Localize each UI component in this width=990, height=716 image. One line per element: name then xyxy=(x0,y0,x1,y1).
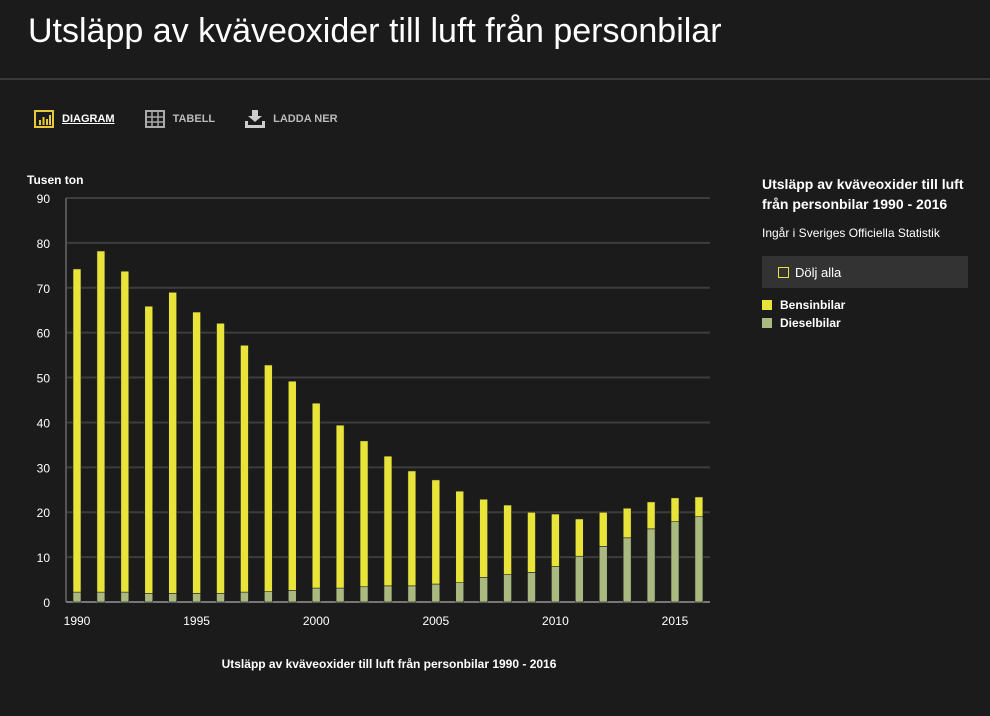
bar-dieselbilar-2009[interactable] xyxy=(527,572,536,603)
bar-chart-icon xyxy=(34,110,54,128)
bar-dieselbilar-1998[interactable] xyxy=(264,591,273,603)
sidebar-subtitle: Ingår i Sveriges Officiella Statistik xyxy=(762,226,940,240)
bar-bensinbilar-2014[interactable] xyxy=(646,501,656,530)
chart-caption: Utsläpp av kväveoxider till luft från pe… xyxy=(221,657,557,671)
bar-bensinbilar-1993[interactable] xyxy=(144,305,154,594)
tab-diagram-label: DIAGRAM xyxy=(62,113,115,125)
bar-dieselbilar-2014[interactable] xyxy=(646,528,656,603)
x-tick-label: 1995 xyxy=(183,614,210,628)
tab-diagram[interactable]: DIAGRAM xyxy=(34,110,115,128)
legend: Bensinbilar Dieselbilar xyxy=(762,298,968,330)
bar-dieselbilar-2002[interactable] xyxy=(359,586,369,603)
header-divider xyxy=(0,78,990,80)
bar-bensinbilar-2003[interactable] xyxy=(383,455,393,587)
checkbox-icon xyxy=(778,266,789,278)
bar-bensinbilar-2012[interactable] xyxy=(598,511,608,547)
legend-label: Bensinbilar xyxy=(780,298,846,312)
y-tick-label: 10 xyxy=(37,551,51,565)
bar-dieselbilar-2003[interactable] xyxy=(383,585,393,603)
bar-dieselbilar-2008[interactable] xyxy=(503,574,512,603)
y-tick-label: 30 xyxy=(37,461,51,475)
bar-bensinbilar-2002[interactable] xyxy=(359,440,369,588)
legend-item-dieselbilar[interactable]: Dieselbilar xyxy=(762,316,968,330)
bar-dieselbilar-2005[interactable] xyxy=(431,583,441,603)
bar-dieselbilar-1999[interactable] xyxy=(287,590,297,603)
legend-item-bensinbilar[interactable]: Bensinbilar xyxy=(762,298,968,312)
hide-all-label: Dölj alla xyxy=(795,264,842,280)
bar-bensinbilar-1999[interactable] xyxy=(287,380,297,591)
bar-bensinbilar-1995[interactable] xyxy=(192,311,201,594)
bar-bensinbilar-2015[interactable] xyxy=(670,497,680,522)
tab-tabell-label: TABELL xyxy=(172,113,216,125)
y-tick-label: 60 xyxy=(37,327,51,341)
bar-dieselbilar-2004[interactable] xyxy=(407,585,417,603)
table-icon xyxy=(144,110,165,128)
bar-dieselbilar-1996[interactable] xyxy=(216,593,225,603)
x-tick-label: 2010 xyxy=(542,614,569,628)
bar-dieselbilar-1995[interactable] xyxy=(192,593,201,603)
bar-bensinbilar-2013[interactable] xyxy=(622,507,632,539)
bar-dieselbilar-2007[interactable] xyxy=(479,577,488,603)
bar-dieselbilar-2015[interactable] xyxy=(670,521,680,603)
bar-bensinbilar-2007[interactable] xyxy=(479,498,488,578)
x-tick-label: 1990 xyxy=(64,614,91,628)
page-title: Utsläpp av kväveoxider till luft från pe… xyxy=(28,12,722,50)
bar-bensinbilar-2004[interactable] xyxy=(407,470,417,587)
y-tick-label: 20 xyxy=(37,506,51,520)
y-axis-label: Tusen ton xyxy=(27,173,83,187)
tab-ladda-ner-label: LADDA NER xyxy=(273,113,338,125)
legend-label: Dieselbilar xyxy=(780,316,841,330)
bar-dieselbilar-2001[interactable] xyxy=(335,587,345,603)
bar-bensinbilar-2001[interactable] xyxy=(335,424,345,589)
bar-bensinbilar-2010[interactable] xyxy=(551,513,560,567)
x-tick-label: 2005 xyxy=(422,614,449,628)
y-tick-label: 80 xyxy=(37,237,51,251)
sidebar-title: Utsläpp av kväveoxider till luft från pe… xyxy=(762,176,964,212)
bar-dieselbilar-1990[interactable] xyxy=(72,591,82,603)
bar-bensinbilar-2016[interactable] xyxy=(694,496,704,518)
bar-dieselbilar-2000[interactable] xyxy=(311,587,321,603)
sidebar: Utsläpp av kväveoxider till luft från pe… xyxy=(762,174,968,330)
download-icon xyxy=(245,110,266,128)
bar-dieselbilar-2016[interactable] xyxy=(694,516,704,603)
y-tick-label: 50 xyxy=(37,372,51,386)
bar-bensinbilar-1994[interactable] xyxy=(168,291,177,594)
y-tick-label: 40 xyxy=(37,416,51,430)
bar-dieselbilar-1994[interactable] xyxy=(168,593,177,603)
bar-dieselbilar-1997[interactable] xyxy=(240,591,249,603)
tab-ladda-ner[interactable]: LADDA NER xyxy=(245,110,338,128)
bar-dieselbilar-1992[interactable] xyxy=(120,591,130,603)
x-tick-label: 2015 xyxy=(662,614,689,628)
bar-chart: Tusen ton 0 10 20 30 40 50 60 70 80 90 1990 1995 200… xyxy=(27,173,710,628)
bar-bensinbilar-2000[interactable] xyxy=(311,402,321,589)
bar-dieselbilar-1991[interactable] xyxy=(96,591,106,603)
bar-bensinbilar-2009[interactable] xyxy=(527,511,536,573)
legend-swatch xyxy=(762,318,772,328)
bar-bensinbilar-1990[interactable] xyxy=(72,268,82,593)
legend-swatch xyxy=(762,300,772,310)
bar-dieselbilar-1993[interactable] xyxy=(144,593,154,603)
y-tick-label: 90 xyxy=(37,192,51,206)
y-tick-label: 70 xyxy=(37,282,51,296)
bar-bensinbilar-2005[interactable] xyxy=(431,479,441,585)
y-tick-label: 0 xyxy=(43,596,50,610)
bar-bensinbilar-1998[interactable] xyxy=(264,364,273,592)
view-tabs: DIAGRAM TABELL LADDA NER xyxy=(34,110,338,128)
bar-dieselbilar-2011[interactable] xyxy=(575,555,584,603)
bar-dieselbilar-2006[interactable] xyxy=(455,582,465,603)
bar-bensinbilar-1997[interactable] xyxy=(240,344,249,593)
bar-bensinbilar-2008[interactable] xyxy=(503,504,512,575)
bar-dieselbilar-2012[interactable] xyxy=(598,546,608,603)
hide-all-button[interactable]: Dölj alla xyxy=(762,256,968,288)
tab-tabell[interactable]: TABELL xyxy=(144,110,216,128)
x-tick-label: 2000 xyxy=(303,614,330,628)
bar-bensinbilar-1996[interactable] xyxy=(216,322,225,594)
bar-dieselbilar-2010[interactable] xyxy=(551,566,560,603)
bar-bensinbilar-1991[interactable] xyxy=(96,250,106,593)
bar-bensinbilar-1992[interactable] xyxy=(120,270,130,593)
bar-bensinbilar-2006[interactable] xyxy=(455,490,465,583)
bar-bensinbilar-2011[interactable] xyxy=(575,518,584,557)
bar-dieselbilar-2013[interactable] xyxy=(622,537,632,603)
